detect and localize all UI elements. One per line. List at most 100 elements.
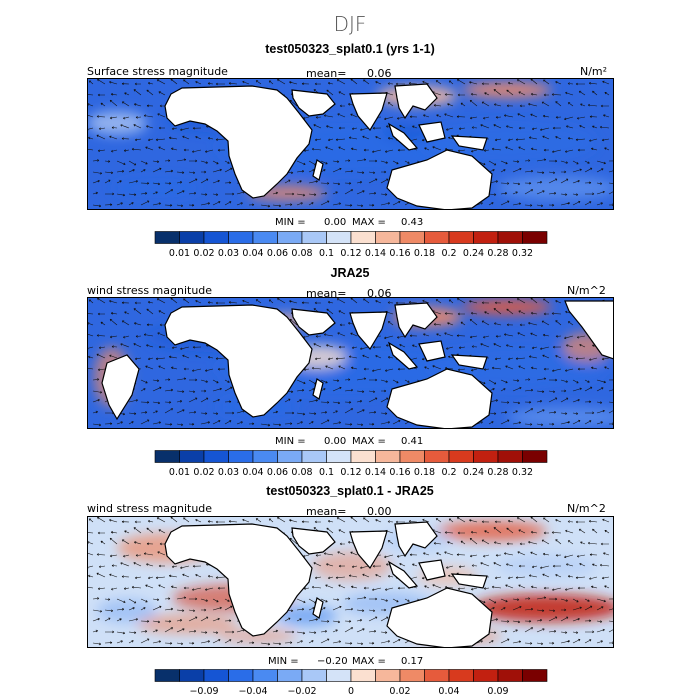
wind-vector xyxy=(255,299,262,304)
wind-vector xyxy=(143,333,154,337)
wind-vector xyxy=(121,301,130,305)
wind-vector xyxy=(188,616,198,622)
wind-vector xyxy=(224,420,232,425)
wind-vector xyxy=(567,356,574,359)
wind-vector xyxy=(476,421,483,425)
panel-3-variable-label: wind stress magnitude xyxy=(87,502,213,515)
wind-vector xyxy=(448,136,454,140)
wind-vector xyxy=(147,82,154,85)
wind-vector xyxy=(363,79,370,85)
wind-vector xyxy=(332,421,342,425)
wind-vector xyxy=(152,640,162,644)
wind-vector xyxy=(456,298,466,304)
wind-vector xyxy=(392,420,401,425)
wind-vector xyxy=(584,386,593,392)
wind-vector xyxy=(395,301,405,305)
panel-2-title: JRA25 xyxy=(330,266,370,280)
wind-vector xyxy=(121,539,130,545)
wind-vector xyxy=(567,137,574,140)
wind-vector xyxy=(242,80,250,85)
wind-vector xyxy=(602,518,610,523)
wind-vector xyxy=(500,401,510,404)
wind-vector xyxy=(444,312,454,315)
wind-vector xyxy=(176,204,184,208)
wind-vector xyxy=(369,159,378,163)
wind-vector xyxy=(228,301,238,304)
wind-vector xyxy=(363,517,370,523)
panel-2-max-value: 0.41 xyxy=(401,436,424,447)
wind-vector xyxy=(536,596,547,600)
wind-vector xyxy=(372,564,382,568)
wind-vector xyxy=(121,101,130,107)
wind-vector xyxy=(171,565,178,568)
wind-vector xyxy=(519,104,526,108)
wind-vector xyxy=(100,321,106,326)
wind-vector xyxy=(313,124,322,129)
wind-vector xyxy=(469,335,478,339)
wind-vector xyxy=(170,585,178,589)
wind-vector xyxy=(339,104,346,108)
wind-vector xyxy=(200,379,208,383)
wind-vector xyxy=(176,377,187,381)
wind-vector xyxy=(363,298,370,304)
wind-vector xyxy=(469,538,478,545)
wind-vector xyxy=(512,640,522,644)
wind-vector xyxy=(110,531,118,534)
colorbar-tick-label: −0.04 xyxy=(238,686,267,697)
wind-vector xyxy=(424,585,430,589)
wind-vector xyxy=(336,298,346,304)
wind-vector xyxy=(500,411,508,414)
wind-vector xyxy=(404,598,410,602)
colorbar-swatch xyxy=(277,231,303,244)
wind-vector xyxy=(531,127,538,131)
wind-vector xyxy=(121,520,130,524)
wind-vector xyxy=(97,531,105,535)
wind-vector xyxy=(315,335,322,338)
field-anomaly-region xyxy=(497,176,614,200)
wind-vector xyxy=(344,159,351,162)
wind-vector xyxy=(504,114,514,118)
wind-vector xyxy=(565,529,574,534)
wind-vector xyxy=(104,203,113,206)
wind-vector xyxy=(536,204,544,208)
wind-vector xyxy=(147,520,154,523)
wind-vector xyxy=(528,322,538,326)
wind-vector xyxy=(200,193,208,196)
wind-vector xyxy=(539,346,550,350)
wind-vector xyxy=(145,365,154,370)
wind-vector xyxy=(87,94,94,96)
wind-vector xyxy=(289,81,298,85)
wind-vector xyxy=(423,552,430,556)
wind-vector xyxy=(356,628,365,633)
wind-vector xyxy=(512,629,518,633)
wind-vector xyxy=(530,311,538,315)
wind-vector xyxy=(445,127,454,131)
wind-vector xyxy=(448,518,454,523)
wind-vector xyxy=(493,103,502,107)
land-southamerica xyxy=(101,354,140,421)
colorbar-tick-label: 0.14 xyxy=(365,467,386,478)
wind-vector xyxy=(518,365,526,370)
wind-vector xyxy=(159,104,166,108)
wind-vector xyxy=(301,301,310,305)
wind-vector xyxy=(555,355,562,359)
wind-vector xyxy=(356,642,364,646)
colorbar-swatch xyxy=(203,450,229,463)
wind-vector xyxy=(506,527,514,534)
wind-vector xyxy=(362,573,370,578)
wind-vector xyxy=(488,598,497,604)
wind-vector xyxy=(120,562,130,567)
wind-vector xyxy=(97,517,106,523)
wind-vector xyxy=(143,114,154,118)
colorbar-swatch xyxy=(228,669,254,682)
wind-vector xyxy=(332,386,342,392)
wind-vector xyxy=(335,138,346,141)
wind-vector xyxy=(412,344,418,348)
wind-vector xyxy=(152,401,161,405)
wind-vector xyxy=(368,203,375,207)
wind-vector xyxy=(131,147,142,151)
wind-vector xyxy=(109,135,118,140)
colorbar-tick-label: 0.1 xyxy=(319,248,334,259)
wind-vector xyxy=(580,541,586,545)
wind-vector xyxy=(448,80,454,85)
